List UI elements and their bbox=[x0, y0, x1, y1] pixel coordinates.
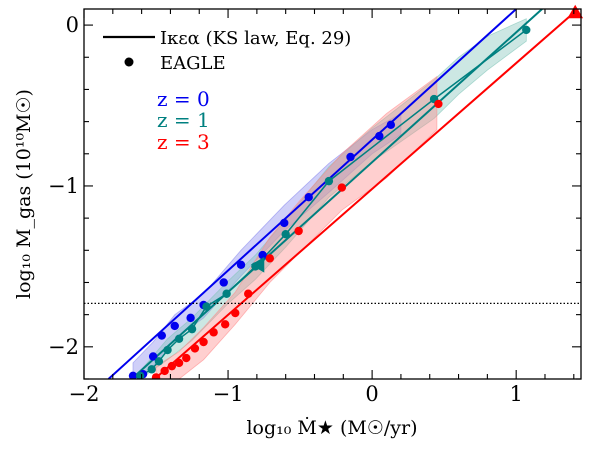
point-z1-6 bbox=[202, 302, 211, 311]
point-z0-7 bbox=[219, 278, 228, 287]
legend-label-model: Iκεα (KS law, Eq. 29) bbox=[160, 28, 351, 49]
point-z1-0 bbox=[135, 371, 145, 379]
point-z1-5 bbox=[187, 324, 197, 334]
point-z0-0 bbox=[128, 371, 138, 379]
redshift-labels: z = 0 z = 1 z = 3 bbox=[157, 87, 210, 154]
redshift-label-z3: z = 3 bbox=[157, 130, 210, 154]
point-z3-11 bbox=[265, 254, 275, 263]
legend-dot-symbol bbox=[124, 57, 134, 67]
point-z3-5 bbox=[190, 344, 200, 353]
x-tick-label: −1 bbox=[213, 382, 244, 406]
point-z1-3 bbox=[163, 345, 172, 355]
axis-tick-labels: −2 −1 0 1 0 −1 −2 bbox=[48, 13, 523, 406]
point-z3-9 bbox=[231, 308, 240, 318]
point-z3-0 bbox=[151, 373, 161, 379]
y-tick-label: −2 bbox=[48, 335, 79, 359]
point-z3-13 bbox=[337, 183, 347, 192]
point-z1-2 bbox=[154, 357, 164, 366]
point-z3-10 bbox=[244, 289, 253, 298]
triangle-marker-z3 bbox=[567, 4, 584, 19]
point-z0-3 bbox=[157, 331, 166, 340]
point-z3-14 bbox=[434, 99, 443, 109]
triangle-markers bbox=[250, 4, 584, 273]
point-z0-10 bbox=[280, 218, 289, 228]
triangle-marker-z1 bbox=[250, 256, 265, 273]
point-z0-14 bbox=[386, 120, 396, 130]
point-z3-1 bbox=[160, 366, 169, 376]
point-z0-8 bbox=[236, 260, 246, 269]
point-z0-9 bbox=[258, 250, 267, 260]
x-tick-label: 1 bbox=[509, 382, 522, 406]
point-z3-4 bbox=[182, 353, 191, 363]
x-tick-label: 0 bbox=[365, 382, 378, 406]
plot-frame bbox=[83, 8, 582, 380]
y-axis-label: log₁₀ M_gas (10¹⁰M☉) bbox=[13, 89, 35, 299]
point-z0-13 bbox=[375, 131, 384, 141]
x-tick-label: −2 bbox=[69, 382, 100, 406]
point-z3-6 bbox=[199, 337, 208, 347]
point-z1-4 bbox=[174, 334, 184, 343]
point-z0-5 bbox=[186, 313, 195, 323]
point-z1-12 bbox=[522, 25, 531, 35]
redshift-label-z1: z = 1 bbox=[157, 108, 210, 132]
point-z1-10 bbox=[324, 176, 334, 186]
legend: Iκεα (KS law, Eq. 29) EAGLE bbox=[103, 28, 351, 74]
x-axis-label: log₁₀ Ṁ★ (M☉/yr) bbox=[246, 416, 417, 439]
axis-ticks bbox=[83, 9, 581, 380]
point-z1-9 bbox=[281, 230, 290, 239]
y-tick-label: −1 bbox=[48, 174, 79, 198]
point-z0-11 bbox=[304, 193, 313, 202]
data-points bbox=[128, 25, 531, 379]
point-z0-12 bbox=[346, 152, 355, 162]
redshift-label-z0: z = 0 bbox=[157, 87, 210, 111]
point-z0-4 bbox=[170, 321, 179, 331]
point-z1-7 bbox=[222, 289, 231, 298]
band-z1 bbox=[139, 18, 527, 379]
point-z3-3 bbox=[174, 358, 184, 368]
point-z0-2 bbox=[148, 352, 158, 361]
point-z3-8 bbox=[220, 320, 230, 329]
point-z3-12 bbox=[294, 226, 303, 236]
point-z1-1 bbox=[147, 365, 156, 374]
y-tick-label: 0 bbox=[66, 13, 79, 37]
point-z3-7 bbox=[209, 328, 218, 337]
point-z3-2 bbox=[167, 361, 177, 371]
legend-label-eagle: EAGLE bbox=[160, 53, 226, 74]
model-line-z3 bbox=[153, 9, 579, 379]
model-line-z0 bbox=[107, 9, 517, 379]
